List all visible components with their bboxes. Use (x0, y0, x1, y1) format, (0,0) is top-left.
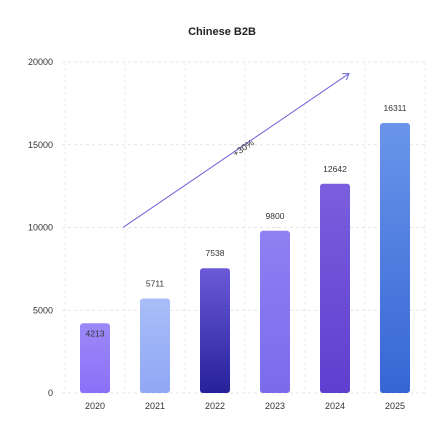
x-tick-label: 2023 (265, 401, 285, 411)
growth-label: +30% (231, 137, 256, 158)
bar-2022 (200, 268, 230, 393)
x-tick-label: 2025 (385, 401, 405, 411)
y-axis-ticks: 0 5000 10000 15000 20000 (28, 57, 53, 398)
bar-2025 (380, 123, 410, 393)
value-label: 4213 (86, 329, 105, 339)
x-axis-ticks: 2020 2021 2022 2023 2024 2025 (85, 401, 405, 411)
bar-2024 (320, 183, 350, 393)
value-label: 12642 (323, 164, 347, 174)
growth-annotation: +30% (122, 74, 349, 228)
y-tick-label: 20000 (28, 57, 53, 67)
bar-2023 (260, 230, 290, 393)
bar-2021 (140, 298, 170, 393)
value-label: 9800 (266, 211, 285, 221)
value-label: 16311 (383, 103, 406, 113)
x-tick-label: 2022 (205, 401, 225, 411)
y-tick-label: 10000 (28, 223, 53, 233)
chart-title: Chinese B2B (188, 26, 256, 38)
y-tick-label: 0 (48, 388, 53, 398)
growth-arrow (122, 74, 349, 228)
y-tick-label: 5000 (33, 305, 53, 315)
bar-2020 (80, 323, 110, 393)
y-tick-label: 15000 (28, 140, 53, 150)
x-tick-label: 2024 (325, 401, 345, 411)
value-label: 5711 (146, 278, 165, 288)
value-label: 7538 (206, 248, 225, 258)
bar-value-labels: 4213 5711 7538 9800 12642 16311 (86, 103, 407, 339)
grid (62, 61, 426, 394)
bars (80, 123, 410, 393)
x-tick-label: 2020 (85, 401, 105, 411)
x-tick-label: 2021 (145, 401, 165, 411)
